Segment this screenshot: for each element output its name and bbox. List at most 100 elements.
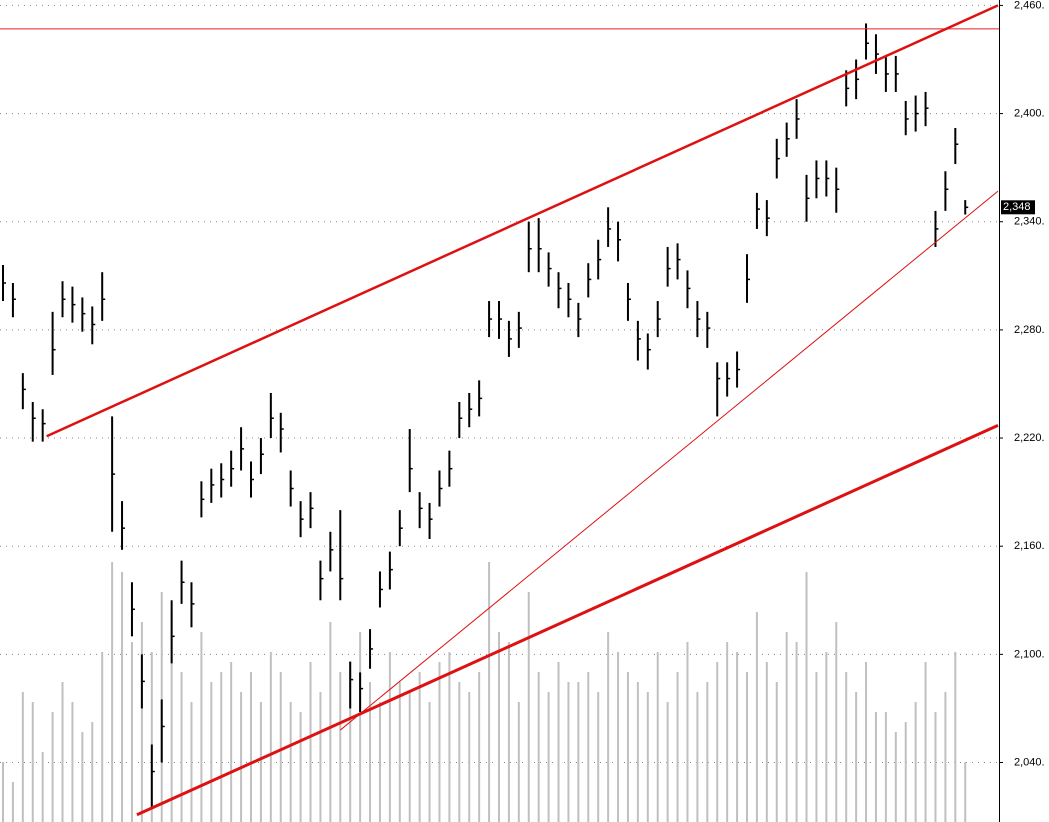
volume-bar <box>220 672 223 822</box>
volume-bar <box>438 662 441 822</box>
trend-line <box>46 4 999 438</box>
volume-bar <box>91 722 94 822</box>
volume-bar <box>21 692 24 822</box>
y-tick-label: 2,160. <box>1014 540 1045 552</box>
volume-bar <box>200 632 203 822</box>
volume-bar <box>577 682 580 822</box>
volume-bar <box>825 652 828 822</box>
volume-bar <box>31 702 34 822</box>
volume-bar <box>279 672 282 822</box>
volume-bar <box>746 672 748 822</box>
y-tick-label: 2,040. <box>1014 756 1045 768</box>
volume-bar <box>418 672 421 822</box>
volume-bar <box>855 692 858 822</box>
volume-bar <box>458 682 461 822</box>
volume-bar <box>646 692 649 822</box>
last-price-label: 2,348 <box>1003 201 1031 213</box>
volume-bar <box>448 652 451 822</box>
volume-bar <box>964 762 967 822</box>
volume-bar <box>775 682 778 822</box>
trend-line <box>136 424 999 817</box>
volume-bar <box>845 672 848 822</box>
volume-bar <box>527 592 530 822</box>
volume-bar <box>507 642 510 822</box>
volume-bar <box>517 702 520 822</box>
volume-bar <box>537 672 540 822</box>
volume-bar <box>944 692 947 822</box>
volume-bar <box>329 622 332 822</box>
volume-bar <box>150 652 153 822</box>
volume-bar <box>597 692 600 822</box>
volume-bar <box>874 712 877 822</box>
volume-bar <box>299 712 302 822</box>
volume-bar <box>914 702 917 822</box>
volume-bar <box>547 692 550 822</box>
volume-bar <box>617 652 620 822</box>
volume-bar <box>865 662 868 822</box>
volume-bar <box>81 732 84 822</box>
y-tick-label: 2,400. <box>1014 107 1045 119</box>
volume-bar <box>716 662 719 822</box>
volume-bar <box>339 672 342 822</box>
volume-bar <box>250 672 252 822</box>
volume-bar <box>259 702 262 822</box>
volume-bar <box>269 652 272 822</box>
trend-line <box>339 190 999 731</box>
volume-bar <box>71 702 74 822</box>
volume-bar <box>656 652 659 822</box>
volume-bar <box>51 712 54 822</box>
volume-bar <box>626 672 629 822</box>
volume-bar <box>736 652 739 822</box>
volume-bar <box>378 702 381 822</box>
volume-bar <box>835 622 838 822</box>
volume-bar <box>755 612 758 822</box>
volume-bar <box>111 562 114 822</box>
volume-bar <box>180 672 183 822</box>
y-tick-label: 2,100. <box>1014 648 1045 660</box>
volume-bar <box>349 662 352 822</box>
volume-bar <box>121 572 124 822</box>
volume-bar <box>428 702 431 822</box>
volume-bar <box>170 612 173 822</box>
volume-bar <box>41 752 44 822</box>
volume-bar <box>190 702 193 822</box>
volume-bar <box>636 682 639 822</box>
volume-bar <box>240 692 243 822</box>
volume-bar <box>706 682 709 822</box>
volume-bar <box>369 682 372 822</box>
volume-bar <box>785 632 788 822</box>
volume-bar <box>686 642 689 822</box>
volume-bar <box>795 642 798 822</box>
volume-bar <box>607 632 610 822</box>
volume-bar <box>815 672 818 822</box>
volume-bar <box>408 692 411 822</box>
volume-bar <box>894 732 897 822</box>
volume-bar <box>130 642 133 822</box>
volume-bar <box>696 692 699 822</box>
volume-bar <box>11 782 14 822</box>
volume-bar <box>468 692 471 822</box>
last-price-box <box>1001 200 1035 215</box>
volume-bar <box>359 632 362 822</box>
volume-bar <box>488 562 491 822</box>
volume-bar <box>765 662 768 822</box>
volume-bar <box>61 682 64 822</box>
volume-bar <box>101 652 104 822</box>
volume-bar <box>676 672 679 822</box>
y-tick-label: 2,340. <box>1014 216 1045 228</box>
volume-bar <box>884 712 887 822</box>
volume-bar <box>954 652 957 822</box>
volume-bar <box>2 762 4 822</box>
volume-bar <box>319 692 322 822</box>
volume-bar <box>924 662 927 822</box>
volume-bar <box>289 702 292 822</box>
volume-bar <box>587 672 590 822</box>
volume-bar <box>210 682 213 822</box>
volume-bar <box>726 642 729 822</box>
volume-bar <box>666 702 669 822</box>
volume-bar <box>140 622 143 822</box>
y-tick-label: 2,280. <box>1014 324 1045 336</box>
volume-bar <box>805 572 808 822</box>
